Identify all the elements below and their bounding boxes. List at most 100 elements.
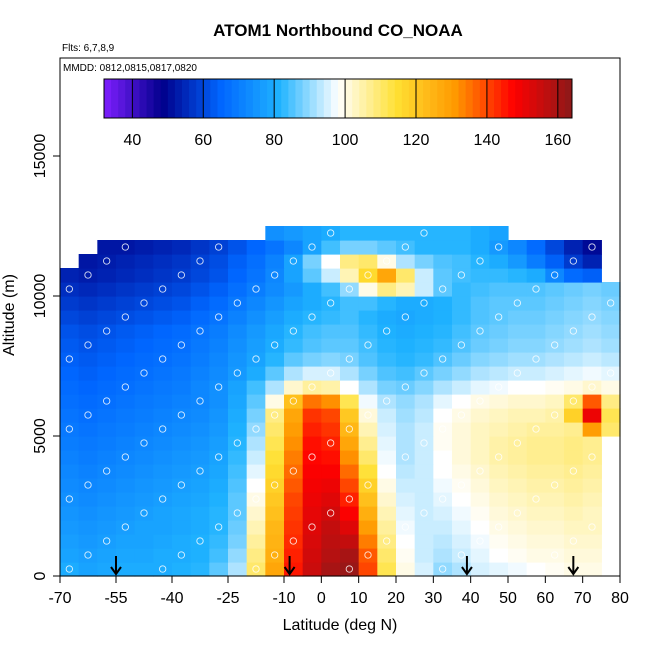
heatmap-cell: [508, 268, 528, 283]
heatmap-cell: [377, 478, 397, 493]
heatmap-cell: [396, 394, 416, 409]
colorbar-segment: [472, 79, 481, 118]
sample-point: [84, 271, 92, 279]
sample-point: [289, 397, 297, 405]
heatmap-cell: [209, 366, 229, 381]
heatmap-cell: [377, 520, 397, 535]
heatmap-cell: [246, 450, 266, 465]
heatmap-cell: [526, 324, 546, 339]
sample-point: [551, 551, 559, 559]
heatmap-cell: [321, 422, 341, 437]
heatmap-cell: [172, 268, 192, 283]
heatmap-cell: [470, 492, 490, 507]
heatmap-cell: [190, 394, 210, 409]
colorbar-tick-label: 100: [332, 132, 359, 149]
heatmap-cell: [302, 422, 322, 437]
sample-point: [215, 523, 223, 531]
colorbar-segment: [260, 79, 268, 118]
colorbar-segment: [408, 79, 417, 118]
heatmap-cell: [265, 310, 285, 325]
colorbar-segment: [238, 79, 247, 118]
heatmap-cell: [582, 338, 602, 353]
sample-point: [121, 313, 129, 321]
heatmap-cell: [582, 240, 602, 255]
colorbar: 40 60 80 100 120 140 160: [103, 78, 573, 149]
heatmap-cell: [508, 310, 528, 325]
heatmap-cell: [414, 408, 434, 423]
heatmap-cell: [508, 534, 528, 549]
heatmap-cell: [470, 352, 490, 367]
heatmap-cell: [396, 492, 416, 507]
heatmap-cell: [284, 310, 304, 325]
heatmap-cell: [116, 534, 136, 549]
heatmap-cell: [564, 478, 584, 493]
heatmap-cell: [452, 520, 472, 535]
heatmap-cell: [470, 268, 490, 283]
sample-point: [84, 551, 92, 559]
heatmap-cell: [601, 282, 621, 297]
heatmap-cell: [414, 310, 434, 325]
heatmap-cell: [582, 366, 602, 381]
heatmap-cell: [470, 310, 490, 325]
heatmap-cell: [433, 506, 453, 521]
heatmap-cell: [526, 408, 546, 423]
y-tick-label: 15000: [32, 134, 49, 179]
heatmap-cell: [228, 534, 248, 549]
heatmap-cell: [564, 436, 584, 451]
heatmap-cell: [433, 422, 453, 437]
colorbar-segment: [458, 79, 467, 118]
sample-point: [383, 537, 391, 545]
heatmap-cell: [97, 338, 117, 353]
flight-arrow: [283, 556, 296, 576]
colorbar-segment: [366, 79, 374, 118]
heatmap-cell: [489, 492, 509, 507]
heatmap-cell: [340, 324, 360, 339]
heatmap-cell: [209, 408, 229, 423]
heatmap-cell: [116, 394, 136, 409]
heatmap-cell: [265, 240, 285, 255]
heatmap-cell: [377, 464, 397, 479]
heatmap-cell: [489, 478, 509, 493]
heatmap-cell: [246, 394, 266, 409]
heatmap-cell: [452, 268, 472, 283]
colorbar-segment: [182, 79, 190, 118]
heatmap-cell: [60, 408, 80, 423]
heatmap-cell: [228, 380, 248, 395]
heatmap-cell: [582, 506, 602, 521]
heatmap-cell: [508, 240, 528, 255]
heatmap-cell: [340, 506, 360, 521]
heatmap-cell: [172, 478, 192, 493]
heatmap-cell: [284, 464, 304, 479]
y-axis-label: Altitude (m): [1, 274, 18, 356]
heatmap-cell: [582, 380, 602, 395]
heatmap-cell: [340, 492, 360, 507]
sample-point: [327, 369, 335, 377]
heatmap-cell: [228, 240, 248, 255]
sample-point: [532, 565, 540, 573]
heatmap-cell: [377, 324, 397, 339]
heatmap-cell: [116, 310, 136, 325]
heatmap-cell: [321, 282, 341, 297]
heatmap-cell: [134, 534, 154, 549]
heatmap-cell: [97, 492, 117, 507]
sample-point: [121, 243, 129, 251]
heatmap-cell: [526, 464, 546, 479]
sample-point: [65, 565, 73, 573]
heatmap-cell: [153, 268, 173, 283]
heatmap-cell: [340, 296, 360, 311]
sample-point: [569, 397, 577, 405]
heatmap-cell: [564, 310, 584, 325]
heatmap-cell: [452, 492, 472, 507]
heatmap-cell: [433, 226, 453, 241]
sample-point: [327, 439, 335, 447]
heatmap-cell: [526, 450, 546, 465]
sample-point: [84, 341, 92, 349]
heatmap-cell: [60, 520, 80, 535]
sample-point: [159, 425, 167, 433]
heatmap-cell: [358, 492, 378, 507]
sample-point: [569, 257, 577, 265]
heatmap-cell: [246, 436, 266, 451]
heatmap-cell: [582, 408, 602, 423]
heatmap-cell: [302, 324, 322, 339]
